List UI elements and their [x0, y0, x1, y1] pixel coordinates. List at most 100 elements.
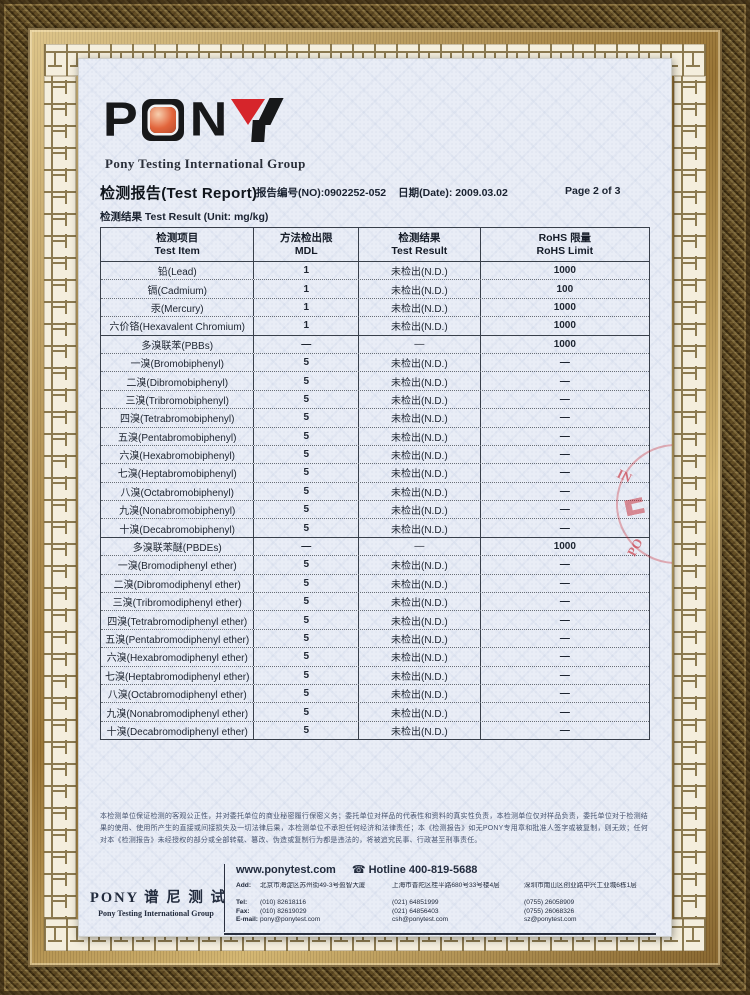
cell-result: 未检出(N.D.) [358, 611, 480, 629]
cell-limit: — [479, 353, 649, 372]
logo-group-name: Pony Testing International Group [105, 156, 306, 171]
cell-limit: 1000 [479, 298, 649, 317]
table-row: 铅(Lead) 1 未检出(N.D.) 1000 [101, 262, 649, 280]
table-row: 五溴(Pentabromobiphenyl) 5 未检出(N.D.) — [101, 426, 649, 445]
cell-item: 一溴(Bromodiphenyl ether) [117, 561, 237, 573]
result-subtitle: 检测结果 Test Result (Unit: mg/kg) [100, 211, 269, 223]
cell-result: 未检出(N.D.) [358, 684, 480, 703]
pony-logo: P N [103, 93, 284, 147]
footer-offices: 北京市海淀区苏州街49-3号盈智大厦 (010) 82618116 (010) 82… [260, 882, 656, 925]
cell-limit: — [479, 427, 649, 445]
cell-limit: 1000 [479, 262, 649, 280]
cell-item: 八溴(Octabromobiphenyl) [120, 487, 234, 499]
cell-item: 二溴(Dibromobiphenyl) [126, 377, 229, 389]
hotline: ☎ Hotline 400-819-5688 [352, 864, 478, 876]
header-mdl-zh: 方法检出限 [280, 231, 333, 244]
table-row: 八溴(Octabromodiphenyl ether) 5 未检出(N.D.) — [101, 683, 649, 703]
table-row: 一溴(Bromodiphenyl ether) 5 未检出(N.D.) — [101, 555, 649, 574]
cell-mdl: 5 [253, 556, 358, 574]
logo-y-stem [251, 120, 267, 142]
cell-limit: — [479, 629, 649, 648]
office-email: csh@ponytest.com [392, 916, 449, 924]
label-tel: Tel: [236, 899, 248, 906]
cell-result: 未检出(N.D.) [358, 574, 480, 593]
report-title: 检测报告(Test Report) [100, 185, 258, 202]
result-table: 检测项目 Test Item 方法检出限 MDL 检测结果 Test Resul… [100, 227, 650, 741]
cell-result: 未检出(N.D.) [358, 390, 480, 409]
cell-mdl: 5 [253, 427, 358, 445]
cell-limit: — [479, 703, 649, 721]
cell-limit: — [479, 684, 649, 703]
cell-limit: — [479, 482, 649, 501]
cell-item: 五溴(Pentabromodiphenyl ether) [105, 635, 250, 646]
header-test-item: 检测项目 Test Item [101, 228, 253, 261]
cell-item: 六溴(Hexabromobiphenyl) [119, 451, 236, 463]
cell-result: 未检出(N.D.) [358, 501, 480, 519]
footer-divider [224, 864, 225, 932]
cell-limit: — [479, 464, 649, 482]
cell-item: 汞(Mercury) [150, 303, 204, 315]
cell-item: 多溴联苯醚(PBDEs) [132, 543, 222, 555]
cell-item: 十溴(Decabromodiphenyl ether) [106, 726, 248, 738]
table-row: 六溴(Hexabromodiphenyl ether) 5 未检出(N.D.) — [101, 647, 649, 666]
table-row: 三溴(Tribromobiphenyl) 5 未检出(N.D.) — [101, 389, 649, 409]
cell-mdl: 5 [253, 464, 358, 482]
footer-labels: Add: Tel: Fax: E-mail: [236, 882, 260, 925]
cell-limit: 1000 [479, 317, 649, 335]
cell-mdl: 5 [253, 703, 358, 721]
hotline-text: Hotline 400-819-5688 [368, 864, 478, 876]
cell-result: 未检出(N.D.) [358, 372, 480, 390]
cell-item: 四溴(Tetrabromodiphenyl ether) [107, 616, 248, 628]
cell-limit: — [479, 593, 649, 611]
header-test-item-zh: 检测项目 [156, 231, 199, 244]
cell-mdl: 5 [253, 593, 358, 611]
cell-item: 三溴(Tribromobiphenyl) [125, 395, 229, 407]
cell-result: 未检出(N.D.) [358, 593, 480, 611]
table-row: 九溴(Nonabromobiphenyl) 5 未检出(N.D.) — [101, 500, 649, 519]
cell-mdl: 5 [253, 611, 358, 629]
cell-mdl: 5 [253, 482, 358, 501]
cell-item: 三溴(Tribromodiphenyl ether) [112, 598, 242, 610]
office-email: pony@ponytest.com [260, 916, 321, 924]
office-tel: (0755) 26058909 [524, 899, 575, 906]
header-rohs-limit-en: RoHS Limit [536, 244, 594, 257]
logo-letter-p: P [103, 93, 138, 147]
header-mdl-en: MDL [294, 244, 318, 257]
table-row: 多溴联苯醚(PBDEs) — —1000 [101, 536, 649, 556]
cell-item: 二溴(Dibromodiphenyl ether) [113, 579, 241, 591]
cell-result: 未检出(N.D.) [358, 703, 480, 721]
footer-bottom-line [224, 933, 656, 935]
table-row: 四溴(Tetrabromodiphenyl ether) 5 未检出(N.D.) — [101, 610, 649, 629]
cell-result: 未检出(N.D.) [358, 464, 480, 482]
cell-mdl: 5 [253, 445, 358, 464]
office-address: 上海市普陀区桂平路680号33号楼4层 [392, 882, 500, 889]
table-row: 五溴(Pentabromodiphenyl ether) 5 未检出(N.D.) — [101, 628, 649, 648]
cell-mdl: 1 [253, 280, 358, 298]
footer-logo-zh: PONY 谱 尼 测 试 [90, 890, 228, 906]
cell-mdl: 5 [253, 409, 358, 427]
office-fax: (021) 64856403 [392, 907, 439, 915]
cell-mdl: 5 [253, 684, 358, 703]
cell-item: 六价铬(Hexavalent Chromium) [109, 322, 246, 334]
table-header-row: 检测项目 Test Item 方法检出限 MDL 检测结果 Test Resul… [101, 228, 649, 262]
header-rohs-limit-zh: RoHS 限量 [538, 231, 592, 244]
office-fax: (010) 82619029 [260, 907, 307, 915]
office-email: sz@ponytest.com [524, 916, 577, 924]
cell-result: 未检出(N.D.) [358, 556, 480, 574]
office-tel: (021) 64851999 [392, 899, 439, 906]
table-row: 八溴(Octabromobiphenyl) 5 未检出(N.D.) — [101, 481, 649, 501]
cell-limit: — [479, 666, 649, 684]
table-row: 七溴(Heptabromodiphenyl ether) 5 未检出(N.D.) — [101, 665, 649, 684]
frame-greek-key-right [674, 76, 706, 919]
table-row: 一溴(Bromobiphenyl) 5 未检出(N.D.) — [101, 352, 649, 372]
cell-mdl: 5 [253, 629, 358, 648]
cell-mdl: 5 [253, 372, 358, 390]
disclaimer-text: 本检测单位保证检测的客观公正性，并对委托单位的商业秘密履行保密义务；委托单位对样… [100, 813, 648, 844]
table-row: 九溴(Nonabromodiphenyl ether) 5 未检出(N.D.) — [101, 702, 649, 721]
label-add: Add: [236, 882, 252, 889]
cell-mdl: 5 [253, 666, 358, 684]
cell-mdl: — [253, 335, 358, 353]
cell-item: 七溴(Heptabromodiphenyl ether) [104, 671, 250, 683]
cell-mdl: 5 [253, 574, 358, 593]
cell-item: 九溴(Nonabromodiphenyl ether) [106, 708, 249, 720]
